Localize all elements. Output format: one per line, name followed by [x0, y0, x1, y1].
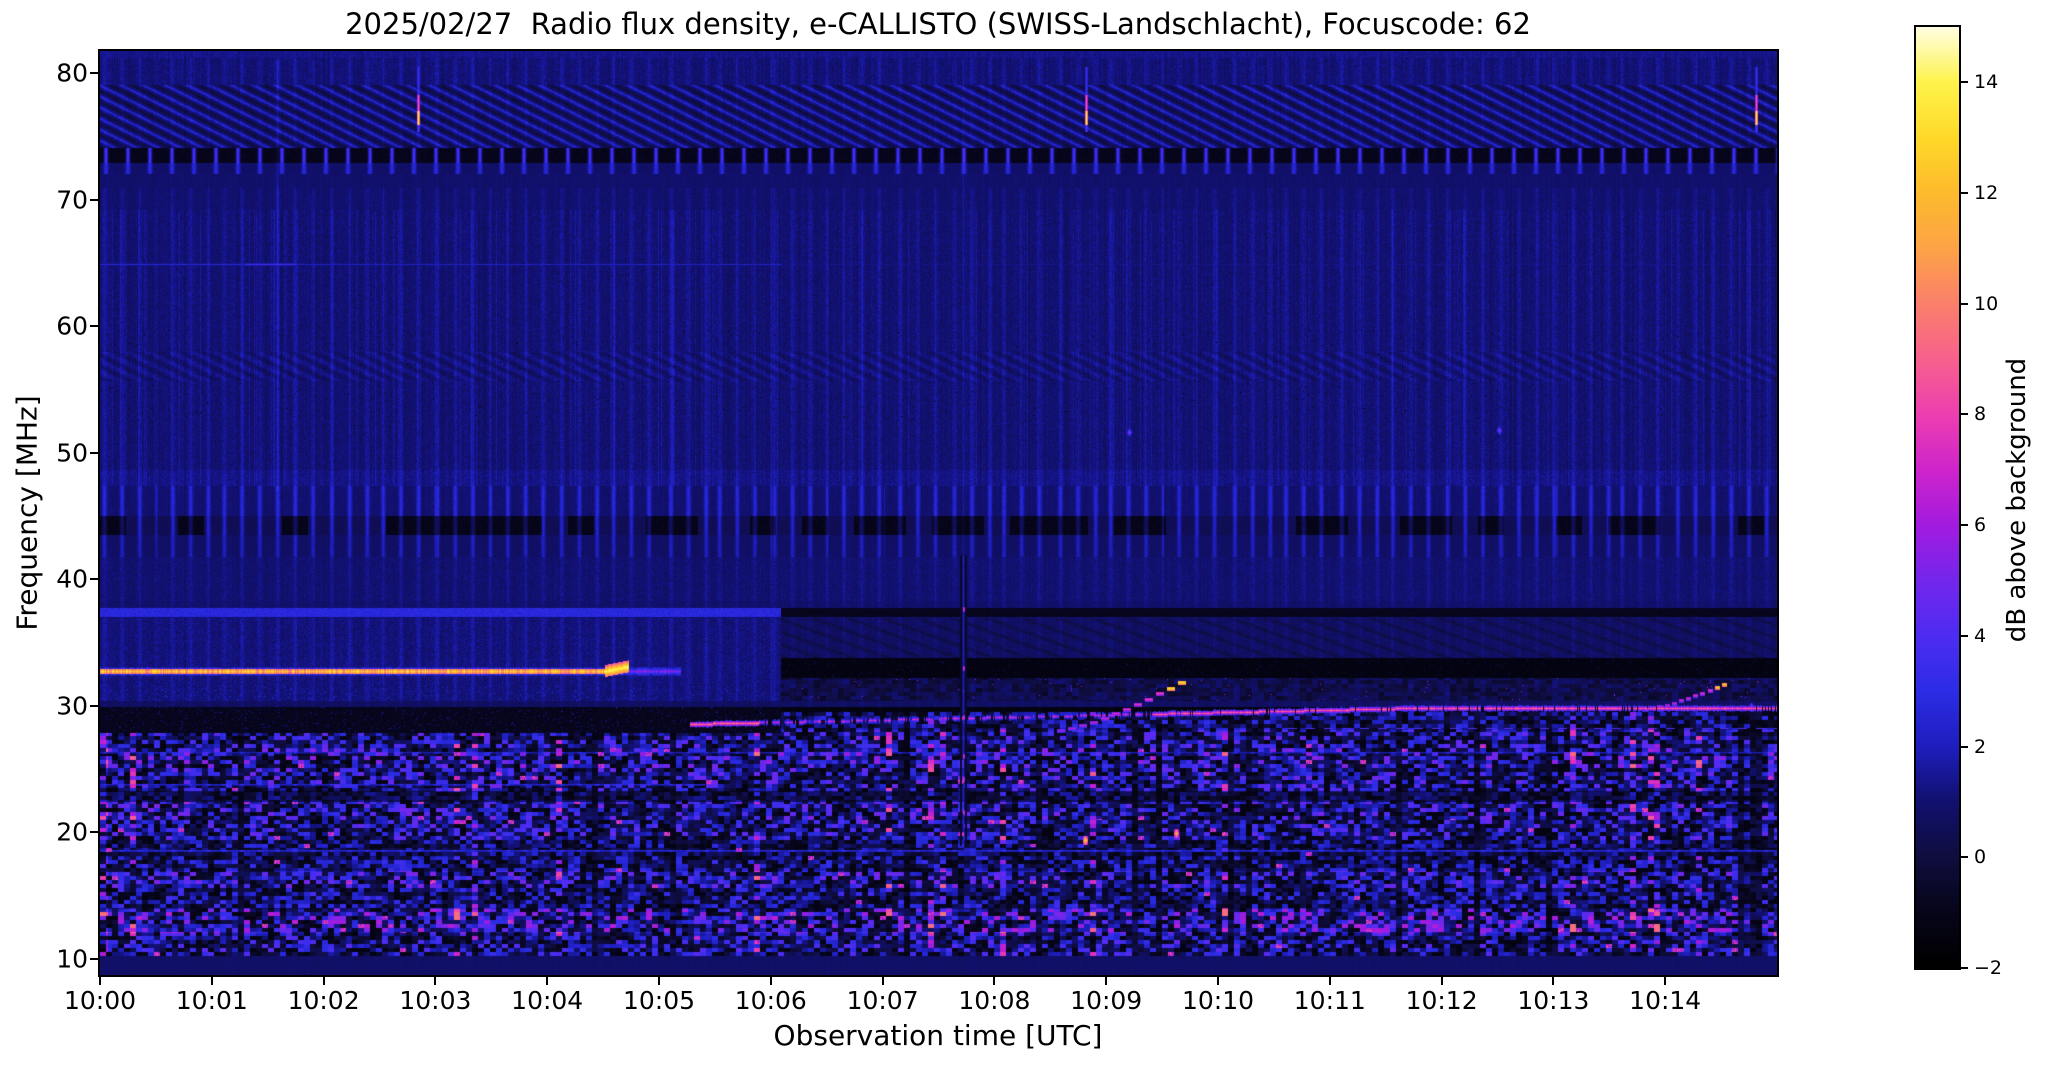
x-tick-mark — [1664, 977, 1667, 985]
x-tick-mark — [322, 977, 325, 985]
x-tick-label: 10:14 — [1629, 986, 1702, 1015]
x-tick-label: 10:10 — [1181, 986, 1255, 1015]
x-tick-mark — [993, 977, 996, 985]
x-tick-label: 10:02 — [287, 986, 360, 1015]
colorbar-tick-mark — [1961, 524, 1968, 527]
x-tick-label: 10:06 — [734, 986, 807, 1015]
x-tick-mark — [546, 977, 549, 985]
y-tick-label: 10 — [56, 944, 88, 974]
spectrogram-canvas — [100, 51, 1777, 975]
colorbar-tick-label: 8 — [1974, 403, 1987, 426]
colorbar-tick-label: 12 — [1974, 182, 1999, 205]
y-tick-label: 70 — [56, 185, 88, 215]
colorbar-tick-mark — [1961, 634, 1968, 637]
x-tick-label: 10:01 — [175, 986, 248, 1015]
x-tick-label: 10:04 — [511, 986, 584, 1015]
y-tick-label: 20 — [56, 817, 88, 847]
colorbar-tick-label: 2 — [1974, 735, 1987, 758]
colorbar-tick-label: 14 — [1974, 71, 1999, 94]
x-tick-mark — [769, 977, 772, 985]
x-tick-mark — [434, 977, 437, 985]
x-axis-label: Observation time [UTC] — [773, 1019, 1103, 1052]
x-tick-mark — [99, 977, 101, 985]
y-tick-mark — [90, 198, 98, 201]
x-tick-mark — [1105, 977, 1108, 985]
colorbar-tick-label: 4 — [1974, 624, 1987, 647]
x-tick-label: 10:00 — [63, 986, 137, 1015]
x-tick-mark — [1552, 977, 1555, 985]
x-tick-label: 10:05 — [622, 986, 696, 1015]
colorbar-tick-label: 10 — [1974, 292, 1999, 315]
colorbar-tick-mark — [1961, 192, 1968, 195]
x-tick-label: 10:09 — [1070, 986, 1143, 1015]
x-tick-label: 10:13 — [1517, 986, 1590, 1015]
y-tick-label: 80 — [56, 58, 88, 88]
y-tick-label: 40 — [56, 564, 88, 594]
x-tick-label: 10:08 — [958, 986, 1031, 1015]
y-tick-mark — [90, 325, 98, 328]
colorbar-gradient — [1916, 27, 1959, 968]
y-tick-label: 60 — [56, 311, 88, 341]
x-tick-mark — [1328, 977, 1331, 985]
colorbar-tick-label: −2 — [1974, 957, 2003, 979]
y-tick-mark — [90, 704, 98, 707]
x-tick-mark — [881, 977, 884, 985]
y-axis-label: Frequency [MHz] — [10, 395, 44, 631]
colorbar-label: dB above background — [2002, 357, 2032, 643]
x-tick-mark — [1440, 977, 1443, 985]
x-tick-mark — [210, 977, 213, 985]
x-tick-label: 10:07 — [846, 986, 919, 1015]
colorbar-tick-mark — [1961, 413, 1968, 416]
colorbar-tick-mark — [1961, 856, 1968, 859]
y-tick-label: 50 — [56, 438, 88, 468]
y-tick-mark — [90, 72, 98, 74]
chart-title: 2025/02/27 Radio flux density, e-CALLIST… — [345, 7, 1531, 41]
colorbar-tick-label: 0 — [1974, 846, 1987, 869]
x-tick-mark — [1217, 977, 1219, 985]
x-tick-mark — [658, 977, 660, 985]
colorbar-tick-label: 6 — [1974, 514, 1987, 537]
x-tick-label: 10:03 — [399, 986, 472, 1015]
y-tick-mark — [90, 451, 98, 454]
colorbar-tick-mark — [1961, 302, 1968, 305]
colorbar-tick-mark — [1961, 745, 1968, 748]
y-tick-label: 30 — [56, 691, 88, 721]
x-tick-label: 10:11 — [1293, 986, 1366, 1015]
colorbar-tick-mark — [1961, 81, 1968, 84]
y-tick-mark — [90, 831, 98, 834]
colorbar-tick-mark — [1961, 967, 1968, 969]
x-tick-label: 10:12 — [1405, 986, 1478, 1015]
y-tick-mark — [90, 578, 98, 581]
y-tick-mark — [90, 957, 98, 960]
